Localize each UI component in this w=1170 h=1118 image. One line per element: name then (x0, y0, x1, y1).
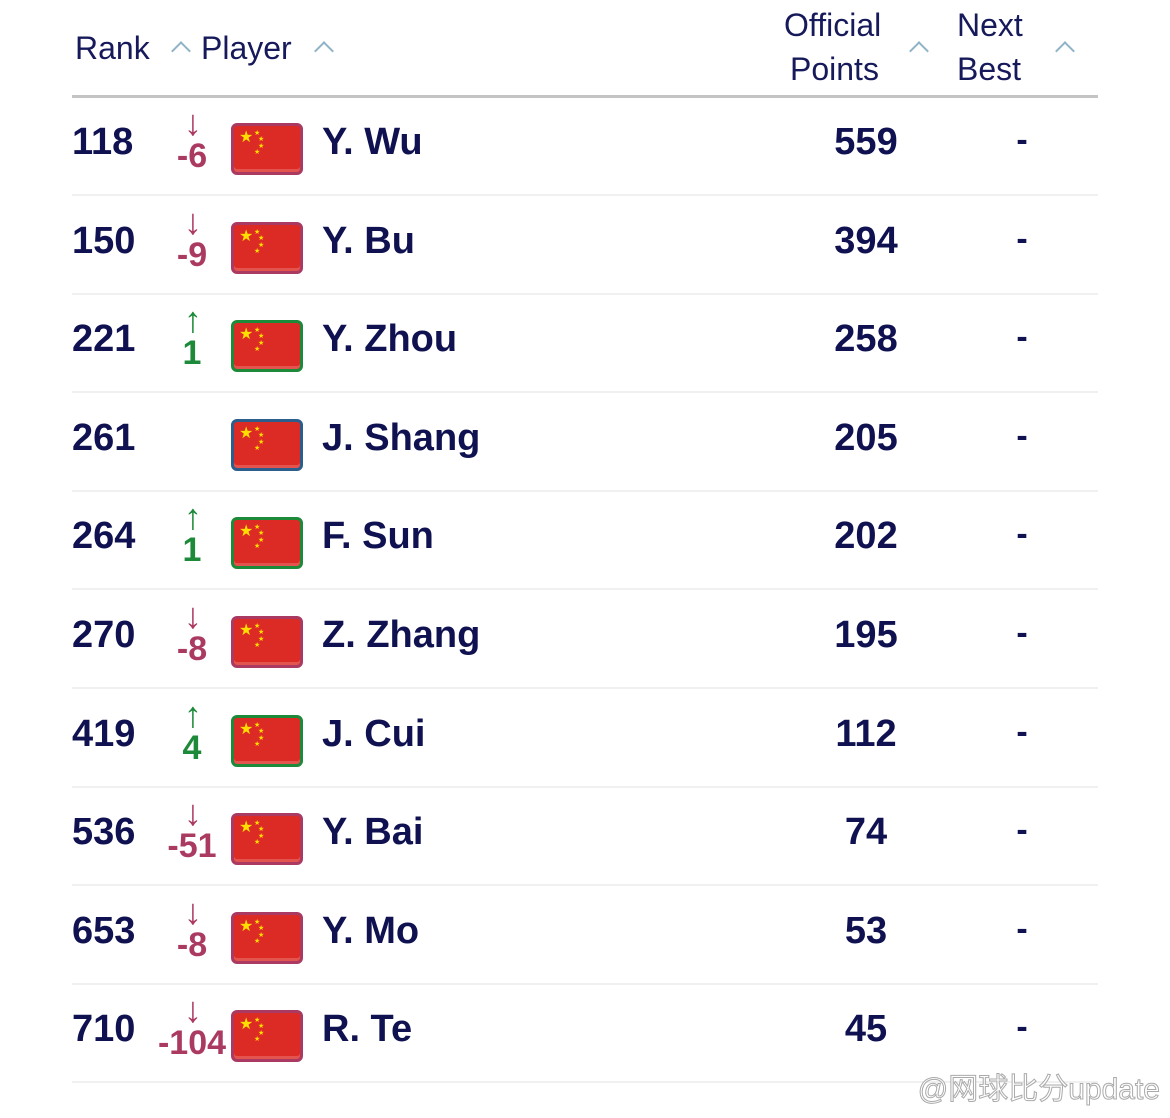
table-header: Rank Player Official Points Next Best (72, 0, 1098, 98)
table-row[interactable]: 261 ★ ★ ★ ★ ★ J. Shang 205 - (72, 393, 1098, 492)
arrow-up-icon: ↑ (184, 693, 202, 735)
next-best: - (1016, 121, 1028, 159)
player-name[interactable]: Y. Wu (322, 121, 423, 163)
player-header[interactable]: Player (201, 30, 292, 66)
next-best: - (1016, 712, 1028, 751)
sort-player-icon[interactable] (314, 41, 334, 61)
rank: 710 (72, 1008, 136, 1051)
china-flag-icon: ★ ★ ★ ★ ★ (231, 911, 303, 964)
china-flag-icon: ★ ★ ★ ★ ★ (231, 320, 303, 373)
next-best: - (1016, 1008, 1028, 1047)
arrow-down-icon: ↓ (184, 595, 202, 636)
sort-rank-icon[interactable] (171, 41, 191, 61)
rank-header[interactable]: Rank (75, 30, 150, 66)
official-points: 559 (834, 121, 898, 163)
arrow-up-icon: ↑ (184, 299, 202, 341)
player-name[interactable]: F. Sun (322, 515, 434, 558)
arrow-down-icon: ↓ (184, 200, 202, 242)
table-row[interactable]: 150 ↓ -9 ★ ★ ★ ★ ★ Y. Bu 394 - (72, 196, 1098, 295)
rank: 150 (72, 219, 136, 262)
points-header-line1[interactable]: Official (784, 7, 882, 43)
official-points: 45 (844, 1008, 888, 1051)
next-best: - (1016, 909, 1028, 948)
arrow-down-icon: ↓ (184, 102, 202, 143)
table-row[interactable]: 221 ↑ 1 ★ ★ ★ ★ ★ Y. Zhou 258 - (72, 294, 1098, 394)
table-row[interactable]: 710 ↓ -104 ★ ★ ★ ★ ★ R. Te 45 - (72, 984, 1098, 1084)
next-best-header-line2[interactable]: Best (957, 51, 1022, 87)
rank-change: 1 (182, 334, 202, 373)
arrow-down-icon: ↓ (184, 792, 202, 834)
rank-change: -8 (176, 925, 208, 964)
table-row[interactable]: 264 ↑ 1 ★ ★ ★ ★ ★ F. Sun 202 - (72, 491, 1098, 591)
player-name[interactable]: Z. Zhang (322, 614, 481, 656)
official-points: 394 (834, 219, 898, 262)
china-flag-icon: ★ ★ ★ ★ ★ (231, 714, 303, 767)
rank: 118 (72, 121, 134, 163)
rank-change: -8 (176, 630, 208, 668)
player-name[interactable]: R. Te (322, 1008, 413, 1051)
rank: 419 (72, 712, 136, 755)
official-points: 53 (844, 909, 888, 952)
rank-change: -51 (167, 827, 217, 866)
rank: 270 (72, 614, 136, 656)
rank-change: -9 (176, 235, 208, 274)
sort-points-icon[interactable] (909, 41, 929, 61)
next-best: - (1016, 318, 1028, 357)
player-name[interactable]: Y. Zhou (322, 318, 458, 361)
rank: 264 (72, 515, 136, 558)
table-row[interactable]: 536 ↓ -51 ★ ★ ★ ★ ★ Y. Bai 74 - (72, 787, 1098, 887)
rank: 536 (72, 811, 136, 854)
player-name[interactable]: Y. Mo (322, 909, 420, 952)
rank: 653 (72, 909, 136, 952)
rank-change: -104 (157, 1024, 227, 1063)
rank: 261 (72, 416, 136, 459)
official-points: 202 (834, 515, 898, 558)
player-name[interactable]: J. Shang (322, 416, 481, 459)
player-name[interactable]: Y. Bai (322, 811, 424, 854)
china-flag-icon: ★ ★ ★ ★ ★ (231, 418, 303, 471)
china-flag-icon: ★ ★ ★ ★ ★ (231, 123, 303, 175)
china-flag-icon: ★ ★ ★ ★ ★ (231, 517, 303, 570)
next-best: - (1016, 614, 1028, 652)
sort-next-best-icon[interactable] (1055, 41, 1075, 61)
next-best: - (1016, 811, 1028, 850)
official-points: 112 (835, 712, 897, 755)
next-best: - (1016, 515, 1028, 554)
china-flag-icon: ★ ★ ★ ★ ★ (231, 221, 303, 274)
china-flag-icon: ★ ★ ★ ★ ★ (231, 1010, 303, 1063)
official-points: 205 (834, 416, 898, 459)
watermark: @网球比分update (917, 1073, 1160, 1107)
next-best-header-line1[interactable]: Next (957, 7, 1023, 43)
player-name[interactable]: J. Cui (322, 712, 426, 755)
rank-change: 1 (182, 531, 202, 570)
china-flag-icon: ★ ★ ★ ★ ★ (231, 813, 303, 866)
rank: 221 (72, 318, 136, 361)
next-best: - (1016, 219, 1028, 258)
official-points: 74 (844, 811, 888, 854)
table-row[interactable]: 118 ↓ -6 ★ ★ ★ ★ ★ Y. Wu 559 - (72, 97, 1098, 196)
arrow-down-icon: ↓ (184, 890, 202, 932)
table-row[interactable]: 419 ↑ 4 ★ ★ ★ ★ ★ J. Cui 112 - (72, 689, 1098, 788)
china-flag-icon: ★ ★ ★ ★ ★ (231, 616, 303, 668)
points-header-line2[interactable]: Points (790, 51, 879, 87)
official-points: 195 (834, 614, 898, 656)
player-name[interactable]: Y. Bu (322, 219, 415, 262)
rank-change: -6 (176, 137, 208, 175)
rank-change: 4 (182, 728, 202, 767)
next-best: - (1016, 416, 1028, 455)
table-row[interactable]: 270 ↓ -8 ★ ★ ★ ★ ★ Z. Zhang 195 - (72, 590, 1098, 689)
arrow-up-icon: ↑ (184, 496, 202, 538)
official-points: 258 (834, 318, 898, 361)
table-row[interactable]: 653 ↓ -8 ★ ★ ★ ★ ★ Y. Mo 53 - (72, 886, 1098, 985)
arrow-down-icon: ↓ (184, 989, 202, 1031)
